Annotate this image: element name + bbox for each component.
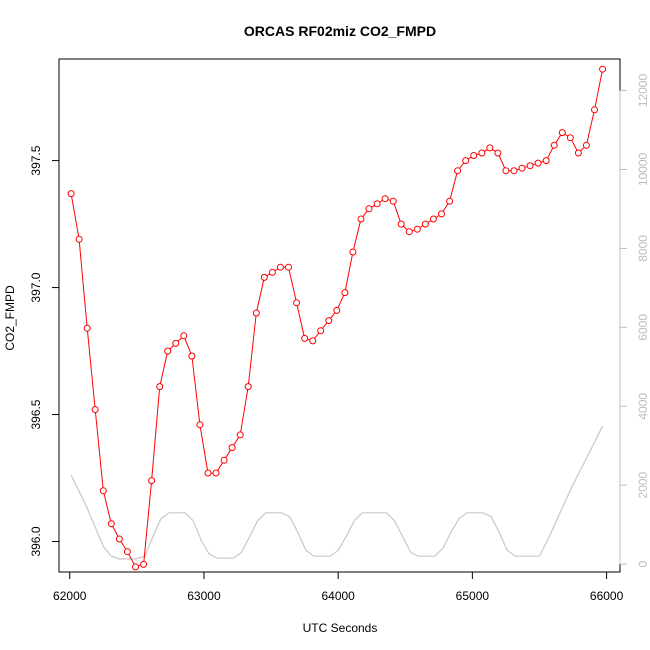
data-point — [260, 273, 268, 281]
x-tick-label: 63000 — [187, 589, 221, 603]
y-tick-label: 396.5 — [29, 399, 43, 429]
data-point — [582, 141, 590, 149]
y-axis: 396.0 396.5 397.0 397.5 — [29, 145, 60, 557]
right-tick-label: 6000 — [636, 314, 650, 341]
data-point — [164, 347, 172, 355]
data-point — [413, 225, 421, 233]
right-tick-label: 4000 — [636, 393, 650, 420]
data-point — [156, 383, 164, 391]
data-point — [228, 444, 236, 452]
data-point — [438, 210, 445, 218]
right-tick-label: 0 — [636, 560, 650, 567]
data-point — [236, 431, 244, 439]
x-tick-label: 64000 — [321, 589, 355, 603]
data-point — [397, 220, 405, 228]
data-point — [123, 548, 131, 556]
data-point — [252, 309, 260, 317]
data-point — [140, 560, 148, 568]
plot-frame — [58, 58, 621, 573]
data-point — [317, 327, 325, 335]
right-tick-label: 12000 — [636, 74, 650, 108]
data-point — [518, 164, 526, 172]
data-point — [454, 167, 462, 175]
data-point — [180, 332, 188, 340]
data-point — [212, 469, 220, 477]
data-point — [325, 317, 333, 325]
data-point — [446, 197, 454, 205]
data-point — [349, 248, 357, 256]
data-point — [462, 157, 470, 165]
data-point — [389, 197, 397, 205]
primary-series-line — [70, 69, 604, 568]
data-point — [357, 215, 365, 223]
data-point — [220, 456, 228, 464]
right-tick-label: 2000 — [636, 472, 650, 499]
data-point — [148, 477, 156, 485]
data-point — [285, 263, 292, 271]
data-point — [309, 337, 317, 345]
data-point — [293, 299, 301, 307]
data-point — [204, 469, 212, 477]
data-point — [365, 205, 373, 213]
data-point — [91, 406, 99, 413]
chart-title: ORCAS RF02miz CO2_FMPD — [244, 23, 436, 39]
data-point — [534, 159, 542, 167]
right-tick-label: 10000 — [636, 152, 650, 186]
data-point — [301, 334, 309, 342]
data-point — [591, 106, 598, 114]
x-axis: 62000 63000 64000 65000 66000 — [53, 571, 624, 603]
data-point — [196, 421, 204, 429]
data-point — [333, 306, 341, 314]
data-point — [276, 263, 284, 271]
data-point — [470, 152, 478, 159]
y-tick-label: 396.0 — [29, 526, 43, 556]
data-point — [566, 134, 574, 142]
data-point — [421, 220, 429, 228]
data-point — [67, 190, 75, 198]
data-point — [478, 149, 486, 157]
y-axis-label: CO2_FMPD — [3, 285, 17, 351]
data-point — [526, 162, 534, 170]
x-tick-label: 65000 — [456, 589, 490, 603]
primary-series — [67, 65, 607, 571]
data-point — [542, 157, 550, 165]
data-point — [510, 167, 518, 175]
data-point — [341, 289, 349, 297]
data-point — [132, 563, 139, 571]
data-point — [381, 195, 389, 203]
data-point — [373, 200, 381, 208]
data-point — [550, 141, 558, 149]
data-point — [188, 352, 196, 360]
data-point — [405, 228, 413, 236]
data-point — [107, 520, 115, 528]
data-point — [75, 235, 83, 243]
right-tick-label: 8000 — [636, 235, 650, 262]
data-point — [115, 535, 123, 543]
data-point — [486, 144, 494, 152]
data-point — [83, 324, 91, 332]
data-point — [172, 339, 180, 347]
data-point — [558, 129, 566, 137]
data-point — [574, 149, 582, 157]
x-tick-label: 62000 — [53, 589, 87, 603]
x-axis-label: UTC Seconds — [303, 621, 378, 635]
data-point — [244, 383, 252, 391]
data-point — [429, 215, 437, 223]
data-point — [502, 167, 510, 175]
secondary-series — [70, 425, 604, 560]
data-point — [99, 487, 107, 495]
data-point — [494, 149, 502, 157]
data-point — [268, 268, 276, 276]
x-tick-label: 66000 — [590, 589, 624, 603]
y-tick-label: 397.0 — [29, 272, 43, 302]
y-tick-label: 397.5 — [29, 145, 43, 175]
data-point — [599, 65, 607, 73]
secondary-series-line — [70, 425, 604, 560]
right-axis: 0 2000 4000 6000 8000 10000 12000 — [619, 74, 650, 567]
